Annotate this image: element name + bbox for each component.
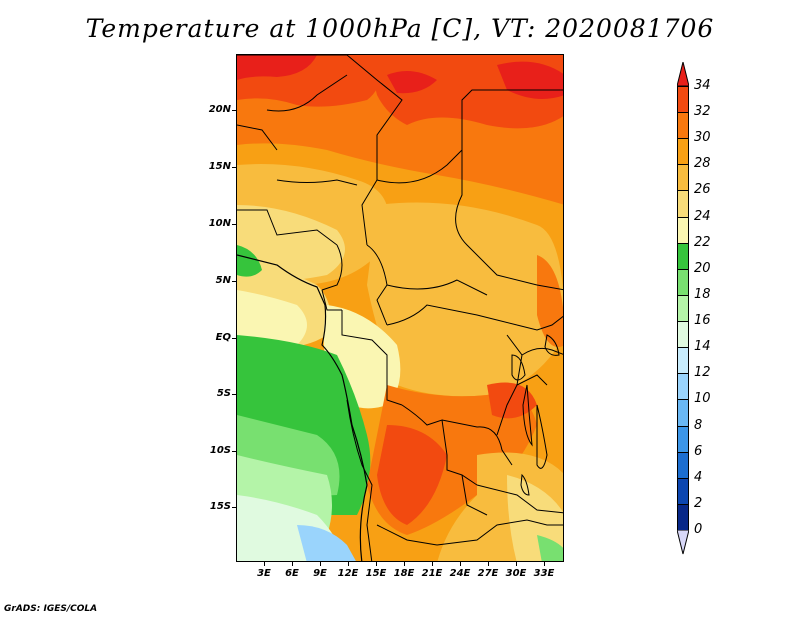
- colorbar-label: 18: [694, 286, 711, 302]
- longitude-tick: [516, 561, 517, 566]
- colorbar-top-arrow: [677, 62, 689, 87]
- longitude-tick: [544, 561, 545, 566]
- coastline: [237, 254, 368, 561]
- colorbar-segment: [677, 425, 689, 453]
- colorbar-segment: [677, 503, 689, 531]
- colorbar-segment: [677, 373, 689, 401]
- colorbar-segment: [677, 216, 689, 244]
- colorbar-segments: [677, 86, 689, 531]
- longitude-tick: [488, 561, 489, 566]
- colorbar-segment: [677, 477, 689, 505]
- latitude-label: 10S: [209, 445, 231, 456]
- latitude-tick: [232, 110, 237, 111]
- field-central: [367, 202, 563, 397]
- longitude-tick: [376, 561, 377, 566]
- colorbar-segment: [677, 294, 689, 323]
- latitude-label: 5S: [216, 388, 231, 399]
- latitude-tick: [232, 451, 237, 452]
- longitude-label: 33E: [533, 568, 555, 579]
- longitude-label: 3E: [257, 568, 271, 579]
- longitude-label: 21E: [421, 568, 443, 579]
- colorbar-label: 24: [694, 208, 711, 224]
- latitude-label: 10N: [208, 218, 231, 229]
- latitude-label: 15N: [208, 161, 231, 172]
- longitude-tick: [404, 561, 405, 566]
- colorbar-segment: [677, 399, 689, 427]
- colorbar-label: 26: [694, 182, 711, 198]
- colorbar-segment: [677, 112, 689, 140]
- latitude-tick: [232, 394, 237, 395]
- longitude-label: 24E: [449, 568, 471, 579]
- colorbar-label: 10: [694, 391, 711, 407]
- latitude-tick: [232, 507, 237, 508]
- longitude-label: 12E: [337, 568, 359, 579]
- colorbar-segment: [677, 451, 689, 479]
- longitude-tick: [432, 561, 433, 566]
- longitude-label: 15E: [365, 568, 387, 579]
- colorbar-bottom-arrow: [677, 530, 689, 555]
- colorbar-label: 14: [694, 339, 711, 355]
- longitude-tick: [320, 561, 321, 566]
- colorbar-label: 2: [694, 495, 703, 511]
- colorbar-segment: [677, 242, 689, 270]
- colorbar-label: 8: [694, 417, 703, 433]
- colorbar-label: 32: [694, 104, 711, 120]
- latitude-tick: [232, 167, 237, 168]
- colorbar-segment: [677, 138, 689, 166]
- longitude-label: 6E: [285, 568, 299, 579]
- colorbar-label: 12: [694, 365, 711, 381]
- longitude-label: 30E: [505, 568, 527, 579]
- latitude-label: 20N: [208, 104, 231, 115]
- colorbar-label: 6: [694, 443, 703, 459]
- latitude-tick: [232, 281, 237, 282]
- latitude-label: EQ: [215, 332, 231, 343]
- colorbar-label: 30: [694, 130, 711, 146]
- longitude-tick: [292, 561, 293, 566]
- longitude-label: 9E: [313, 568, 327, 579]
- latitude-tick: [232, 338, 237, 339]
- colorbar-label: 4: [694, 469, 703, 485]
- colorbar-label: 20: [694, 260, 711, 276]
- colorbar-label: 0: [694, 522, 703, 537]
- colorbar-segment: [677, 190, 689, 218]
- colorbar-label: 34: [694, 78, 711, 93]
- colorbar-label: 28: [694, 156, 711, 172]
- colorbar-label: 22: [694, 234, 711, 250]
- map-title: Temperature at 1000hPa [C], VT: 20200817…: [85, 14, 715, 43]
- colorbar-segment: [677, 86, 689, 114]
- longitude-label: 27E: [477, 568, 499, 579]
- colorbar-segment: [677, 268, 689, 296]
- longitude-tick: [264, 561, 265, 566]
- country-borders: [237, 55, 563, 561]
- latitude-tick: [232, 224, 237, 225]
- latitude-label: 5N: [215, 275, 231, 286]
- longitude-tick: [348, 561, 349, 566]
- credit-footer: GrADS: IGES/COLA: [4, 604, 98, 614]
- longitude-label: 18E: [393, 568, 415, 579]
- colorbar-segment: [677, 164, 689, 192]
- temperature-map: [236, 54, 564, 562]
- colorbar-segment: [677, 347, 689, 375]
- longitude-tick: [460, 561, 461, 566]
- latitude-label: 15S: [209, 501, 231, 512]
- colorbar-segment: [677, 321, 689, 349]
- lakes: [511, 334, 560, 496]
- colorbar-label: 16: [694, 313, 711, 329]
